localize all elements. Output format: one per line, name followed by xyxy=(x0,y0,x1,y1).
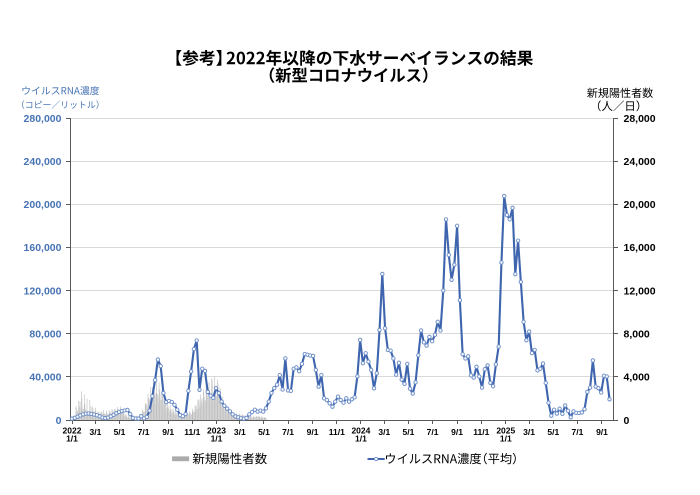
svg-text:11/1: 11/1 xyxy=(184,427,200,437)
svg-text:20,000: 20,000 xyxy=(624,199,656,211)
svg-text:4,000: 4,000 xyxy=(624,372,650,384)
svg-text:5/1: 5/1 xyxy=(114,427,126,437)
svg-text:7/1: 7/1 xyxy=(571,427,583,437)
svg-text:240,000: 240,000 xyxy=(24,156,62,168)
svg-text:2025: 2025 xyxy=(496,426,515,436)
svg-text:160,000: 160,000 xyxy=(24,242,62,254)
svg-text:16,000: 16,000 xyxy=(624,242,656,254)
svg-text:3/1: 3/1 xyxy=(89,427,101,437)
svg-text:11/1: 11/1 xyxy=(473,427,489,437)
svg-text:1/1: 1/1 xyxy=(66,434,78,444)
svg-text:2023: 2023 xyxy=(207,426,226,436)
svg-text:12,000: 12,000 xyxy=(624,285,656,297)
svg-text:2024: 2024 xyxy=(351,426,370,436)
svg-text:3/1: 3/1 xyxy=(234,427,246,437)
svg-text:280,000: 280,000 xyxy=(24,113,62,125)
svg-text:24,000: 24,000 xyxy=(624,156,656,168)
svg-text:1/1: 1/1 xyxy=(211,434,223,444)
svg-text:9/1: 9/1 xyxy=(307,427,319,437)
svg-text:40,000: 40,000 xyxy=(29,372,61,384)
svg-text:0: 0 xyxy=(56,415,62,427)
svg-text:5/1: 5/1 xyxy=(547,427,559,437)
svg-text:5/1: 5/1 xyxy=(402,427,414,437)
svg-text:1/1: 1/1 xyxy=(500,434,512,444)
svg-text:120,000: 120,000 xyxy=(24,285,62,297)
svg-text:7/1: 7/1 xyxy=(282,427,294,437)
svg-text:80,000: 80,000 xyxy=(29,329,61,341)
svg-text:7/1: 7/1 xyxy=(427,427,439,437)
svg-text:0: 0 xyxy=(624,415,630,427)
svg-text:28,000: 28,000 xyxy=(624,113,656,125)
svg-text:2022: 2022 xyxy=(63,426,82,436)
svg-text:11/1: 11/1 xyxy=(329,427,345,437)
svg-text:9/1: 9/1 xyxy=(451,427,463,437)
svg-text:3/1: 3/1 xyxy=(523,427,535,437)
svg-text:9/1: 9/1 xyxy=(596,427,608,437)
svg-text:9/1: 9/1 xyxy=(162,427,174,437)
svg-text:8,000: 8,000 xyxy=(624,329,650,341)
svg-text:5/1: 5/1 xyxy=(258,427,270,437)
svg-text:200,000: 200,000 xyxy=(24,199,62,211)
svg-text:7/1: 7/1 xyxy=(138,427,150,437)
svg-text:1/1: 1/1 xyxy=(355,434,367,444)
svg-text:3/1: 3/1 xyxy=(378,427,390,437)
